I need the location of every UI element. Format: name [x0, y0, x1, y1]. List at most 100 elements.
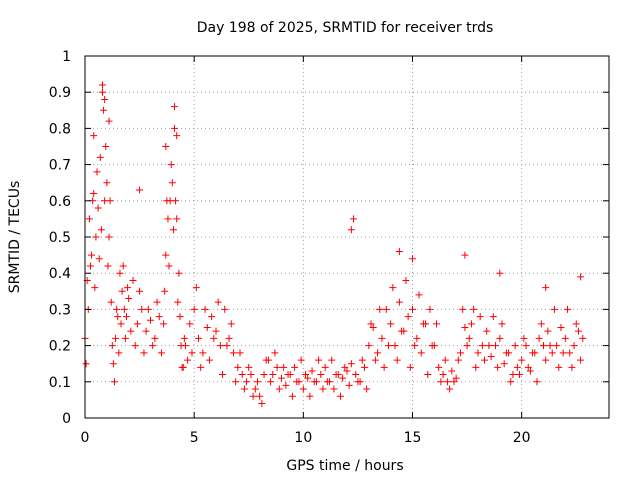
data-point — [133, 320, 141, 328]
plot-frame — [84, 55, 610, 419]
data-point — [533, 378, 541, 386]
data-point — [258, 400, 266, 408]
data-point — [214, 298, 222, 306]
data-point — [195, 334, 203, 342]
data-point — [509, 371, 517, 379]
data-point — [293, 378, 301, 386]
data-point — [288, 392, 296, 400]
data-point — [491, 342, 499, 350]
data-point — [86, 262, 94, 270]
data-point — [542, 356, 550, 364]
data-point — [169, 226, 177, 234]
data-point — [180, 334, 188, 342]
data-point — [227, 320, 235, 328]
data-point — [280, 363, 288, 371]
data-point — [526, 367, 534, 375]
data-point — [568, 363, 576, 371]
data-point — [315, 356, 323, 364]
data-point — [108, 342, 116, 350]
data-point — [347, 360, 355, 368]
data-point — [435, 363, 443, 371]
data-point — [339, 374, 347, 382]
data-point — [467, 320, 475, 328]
data-point — [548, 349, 556, 357]
data-point — [345, 381, 353, 389]
data-point — [371, 356, 379, 364]
data-point — [97, 226, 105, 234]
data-point — [472, 363, 480, 371]
data-point — [476, 313, 484, 321]
data-point — [174, 298, 182, 306]
data-point — [443, 378, 451, 386]
data-point — [127, 327, 135, 335]
data-point — [380, 363, 388, 371]
data-point — [439, 371, 447, 379]
data-point — [149, 342, 157, 350]
data-point — [470, 305, 478, 313]
data-point — [171, 103, 179, 111]
y-tick-label: 0.4 — [49, 266, 71, 282]
data-point — [94, 204, 102, 212]
data-point — [537, 320, 545, 328]
data-point — [197, 363, 205, 371]
data-point — [577, 273, 585, 281]
data-point — [131, 342, 139, 350]
data-point — [522, 342, 530, 350]
data-point — [176, 313, 184, 321]
data-point — [540, 342, 547, 350]
data-point — [474, 349, 482, 357]
data-point — [234, 363, 242, 371]
y-tick-label: 1 — [62, 49, 71, 65]
data-point — [110, 378, 118, 386]
data-point — [223, 342, 231, 350]
data-point — [273, 363, 281, 371]
data-point — [297, 356, 305, 364]
data-point — [406, 363, 414, 371]
data-point — [570, 342, 578, 350]
data-point — [278, 374, 285, 382]
data-point — [360, 363, 368, 371]
data-point — [395, 247, 403, 255]
data-point — [95, 255, 103, 263]
data-point — [494, 363, 502, 371]
data-point — [574, 327, 582, 335]
data-point — [299, 385, 307, 393]
data-point — [409, 255, 416, 263]
data-point — [153, 298, 161, 306]
data-point — [518, 356, 526, 364]
data-point — [229, 349, 237, 357]
data-point — [511, 342, 519, 350]
data-point — [271, 349, 279, 357]
data-point — [125, 295, 133, 303]
data-point — [529, 349, 537, 357]
data-point — [513, 363, 521, 371]
data-point — [483, 327, 491, 335]
data-point — [524, 363, 532, 371]
data-point — [321, 363, 329, 371]
data-point — [352, 371, 360, 379]
data-point — [162, 143, 170, 150]
data-point — [103, 179, 111, 187]
data-point — [136, 186, 144, 194]
data-point — [157, 349, 165, 357]
data-point — [398, 327, 406, 335]
data-point — [188, 349, 196, 357]
data-point — [391, 342, 399, 350]
data-point — [498, 320, 506, 328]
data-point — [465, 334, 473, 342]
data-point — [404, 313, 412, 321]
x-tick-label: 10 — [294, 430, 312, 446]
y-tick-label: 0.3 — [49, 302, 71, 318]
data-point — [142, 327, 150, 335]
data-point — [102, 143, 110, 150]
data-point — [225, 334, 233, 342]
data-point — [393, 356, 401, 364]
data-point — [151, 334, 159, 342]
data-point — [409, 305, 416, 313]
data-point — [96, 153, 104, 161]
data-point — [199, 349, 207, 357]
data-point — [232, 378, 240, 386]
data-point — [354, 378, 362, 386]
data-point — [336, 392, 344, 400]
